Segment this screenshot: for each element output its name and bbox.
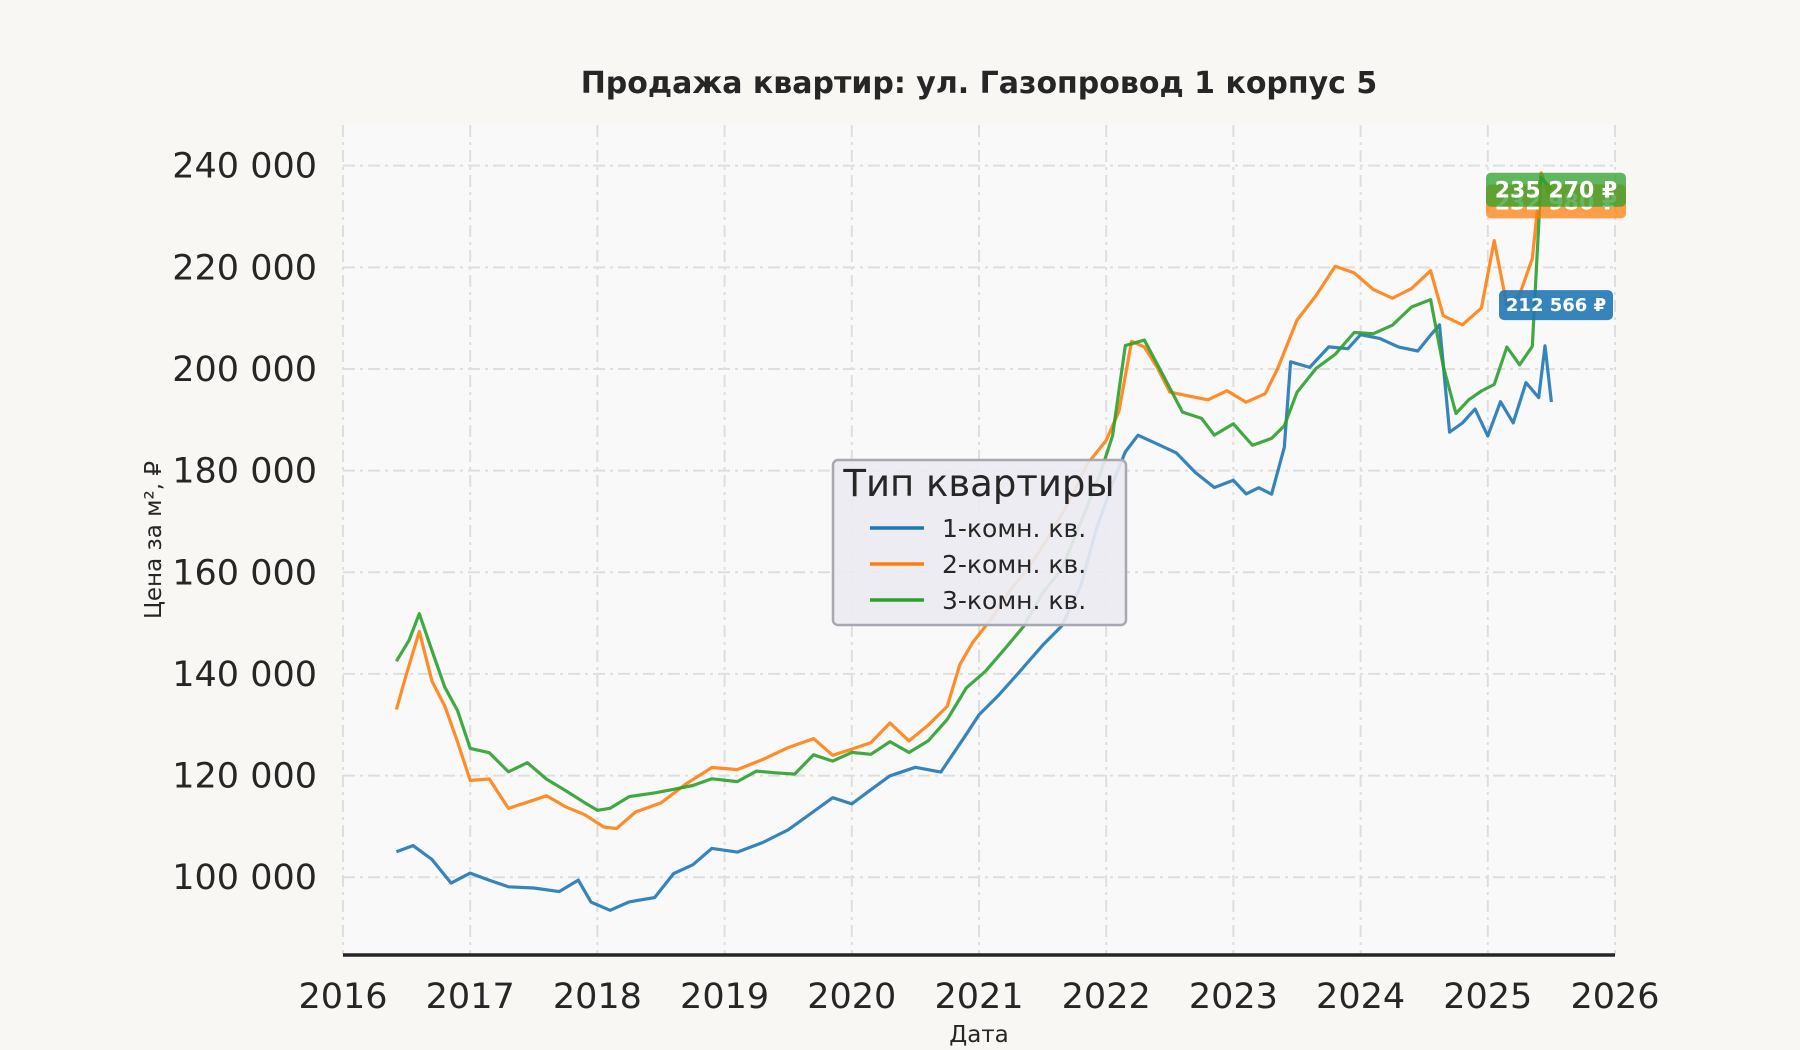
x-tick-label: 2022 bbox=[1062, 977, 1151, 1017]
x-tick-label: 2025 bbox=[1443, 977, 1532, 1017]
y-tick-label: 220 000 bbox=[172, 248, 317, 288]
y-tick-labels: 100 000 120 000 140 000 160 000 180 000 200 0… bbox=[172, 147, 317, 899]
x-tick-label: 2019 bbox=[680, 977, 769, 1017]
y-tick-label: 140 000 bbox=[172, 655, 317, 695]
y-tick-label: 120 000 bbox=[172, 757, 317, 797]
x-tick-label: 2021 bbox=[934, 977, 1023, 1017]
end-label-3: 235 270 ₽ bbox=[1495, 179, 1617, 204]
x-axis-label: Дата bbox=[949, 1022, 1009, 1048]
y-tick-label: 200 000 bbox=[172, 350, 317, 390]
x-tick-label: 2026 bbox=[1570, 977, 1659, 1017]
x-tick-label: 2024 bbox=[1316, 977, 1405, 1017]
legend-title: Тип квартиры bbox=[842, 462, 1114, 505]
y-tick-label: 180 000 bbox=[172, 452, 317, 492]
y-tick-label: 240 000 bbox=[172, 147, 317, 187]
end-label-box-1 bbox=[1499, 290, 1613, 321]
chart-title: Продажа квартир: ул. Газопровод 1 корпус… bbox=[581, 66, 1378, 101]
x-tick-label: 2018 bbox=[553, 977, 642, 1017]
legend-label-3: 3-комн. кв. bbox=[942, 586, 1086, 615]
end-label-box-3 bbox=[1486, 172, 1626, 207]
grid bbox=[342, 125, 1616, 955]
legend: Тип квартиры 1-комн. кв. 2-комн. кв. 3-ком… bbox=[831, 458, 1128, 627]
x-tick-label: 2017 bbox=[426, 977, 515, 1017]
x-tick-label: 2023 bbox=[1189, 977, 1278, 1017]
series-line-3 bbox=[395, 176, 1553, 812]
end-label-1: 212 566 ₽ bbox=[1506, 295, 1606, 316]
y-axis-label: Цена за м², ₽ bbox=[141, 461, 167, 619]
legend-label-1: 1-комн. кв. bbox=[942, 514, 1086, 543]
legend-entries: 1-комн. кв. 2-комн. кв. 3-комн. кв. bbox=[870, 514, 1086, 615]
x-tick-labels: 2016 2017 2018 2019 2020 2021 2022 2023 2024 2025… bbox=[298, 977, 1659, 1017]
x-tick-label: 2016 bbox=[298, 977, 387, 1017]
y-tick-label: 160 000 bbox=[172, 553, 317, 593]
end-labels: 232 980 ₽235 270 ₽212 566 ₽ bbox=[1486, 172, 1626, 321]
legend-label-2: 2-комн. кв. bbox=[942, 550, 1086, 579]
x-tick-label: 2020 bbox=[807, 977, 896, 1017]
y-tick-label: 100 000 bbox=[172, 858, 317, 898]
legend-box bbox=[831, 458, 1128, 627]
